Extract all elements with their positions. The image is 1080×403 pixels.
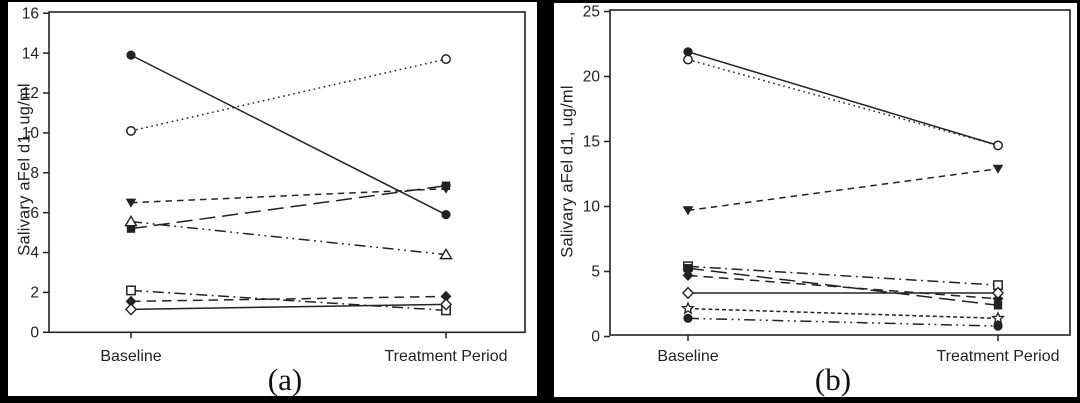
series-line-subject-filled-circle-2 bbox=[687, 317, 999, 327]
y-axis-tick-label: 12 bbox=[22, 85, 39, 102]
panel-a-xtick-baseline: Baseline bbox=[100, 348, 162, 365]
y-axis-tick-label: 4 bbox=[30, 245, 39, 262]
filled-circle-marker bbox=[126, 50, 136, 60]
filled-triangle-down-marker bbox=[992, 164, 1004, 174]
filled-diamond-marker bbox=[440, 290, 452, 303]
series-line-subject-filled-square bbox=[130, 184, 447, 230]
series-line-subject-filled-diamond bbox=[687, 274, 999, 300]
filled-diamond-marker bbox=[682, 269, 694, 281]
y-axis-tick-label: 16 bbox=[22, 5, 39, 22]
panel-a-plot-svg: 0 2 4 6 8 10 12 14 16 bbox=[22, 5, 526, 342]
series-line-subject-open-circle bbox=[130, 58, 447, 132]
y-axis-tick-label: 2 bbox=[30, 285, 39, 302]
panel-b: 0 5 10 15 20 25 Salivary aFel d1, ug/ml Basel… bbox=[554, 3, 1077, 397]
filled-diamond-marker bbox=[125, 295, 137, 307]
series-line-subject-open-star bbox=[687, 307, 999, 320]
y-axis-tick-label: 14 bbox=[22, 45, 40, 62]
panel-b-y-axis-label: Salivary aFel d1, ug/ml bbox=[558, 85, 577, 258]
series-line-subject-open-square bbox=[130, 289, 447, 312]
y-axis-tick-label: 10 bbox=[22, 125, 40, 142]
filled-circle-marker bbox=[683, 47, 693, 57]
y-axis-tick-label: 0 bbox=[30, 325, 39, 342]
open-star-marker bbox=[681, 301, 695, 315]
series-line-subject-open-circle bbox=[687, 58, 999, 147]
filled-circle-marker bbox=[993, 321, 1003, 331]
y-axis-tick-label: 6 bbox=[30, 205, 39, 222]
open-square-marker bbox=[126, 285, 136, 296]
filled-square-marker bbox=[441, 181, 451, 190]
open-diamond-marker bbox=[681, 286, 695, 300]
open-diamond-marker bbox=[439, 298, 453, 311]
series-line-subject-filled-circle bbox=[130, 54, 447, 216]
panel-a-caption: (a) bbox=[267, 362, 303, 397]
open-circle-marker bbox=[441, 54, 451, 65]
panel-b-xtick-baseline: Baseline bbox=[657, 348, 719, 365]
panel-a: 0 2 4 6 8 10 12 14 16 Salivary aFel d1, ug/ml Ba… bbox=[8, 2, 537, 397]
series-line-subject-filled-circle bbox=[687, 51, 999, 147]
filled-triangle-down-marker bbox=[125, 198, 137, 208]
open-circle-marker bbox=[993, 140, 1003, 151]
filled-circle-marker bbox=[683, 313, 693, 323]
filled-square-marker bbox=[126, 224, 136, 233]
filled-circle-marker bbox=[441, 210, 451, 220]
y-axis-tick-label: 10 bbox=[583, 199, 601, 216]
series-line-subject-filled-square bbox=[687, 267, 999, 307]
y-axis-tick-label: 25 bbox=[583, 4, 600, 21]
filled-square-marker bbox=[683, 264, 693, 273]
panel-a-y-axis-label: Salivary aFel d1, ug/ml bbox=[15, 83, 34, 256]
series-line-subject-open-square bbox=[687, 265, 999, 286]
open-diamond-marker bbox=[124, 303, 138, 316]
open-triangle-up-marker bbox=[439, 247, 453, 260]
y-axis-tick-label: 5 bbox=[591, 264, 600, 281]
series-line-subject-open-triangle bbox=[130, 220, 447, 256]
open-circle-marker bbox=[126, 125, 136, 136]
panel-a-xtick-treatment: Treatment Period bbox=[384, 348, 508, 365]
filled-triangle-down-marker bbox=[682, 206, 694, 216]
panel-b-plot-svg: 0 5 10 15 20 25 bbox=[583, 4, 1071, 346]
open-diamond-marker bbox=[991, 286, 1005, 300]
open-circle-marker bbox=[683, 54, 693, 65]
series-line-subject-filled-triangle-down bbox=[130, 187, 447, 204]
y-axis-tick-label: 15 bbox=[583, 134, 600, 151]
series-line-subject-open-diamond bbox=[130, 303, 447, 311]
series-line-subject-filled-diamond bbox=[130, 295, 447, 303]
plot-frame bbox=[48, 11, 526, 334]
y-axis-tick-label: 20 bbox=[583, 69, 601, 86]
plot-frame bbox=[609, 9, 1071, 336]
filled-square-marker bbox=[993, 301, 1003, 310]
panel-b-xtick-treatment: Treatment Period bbox=[936, 348, 1060, 365]
panel-b-caption: (b) bbox=[814, 362, 852, 397]
open-star-marker bbox=[991, 310, 1005, 325]
y-axis-tick-label: 0 bbox=[591, 329, 600, 346]
y-axis-tick-label: 8 bbox=[30, 165, 39, 182]
open-triangle-up-marker bbox=[124, 215, 138, 227]
series-line-subject-filled-triangle-down bbox=[687, 168, 999, 212]
